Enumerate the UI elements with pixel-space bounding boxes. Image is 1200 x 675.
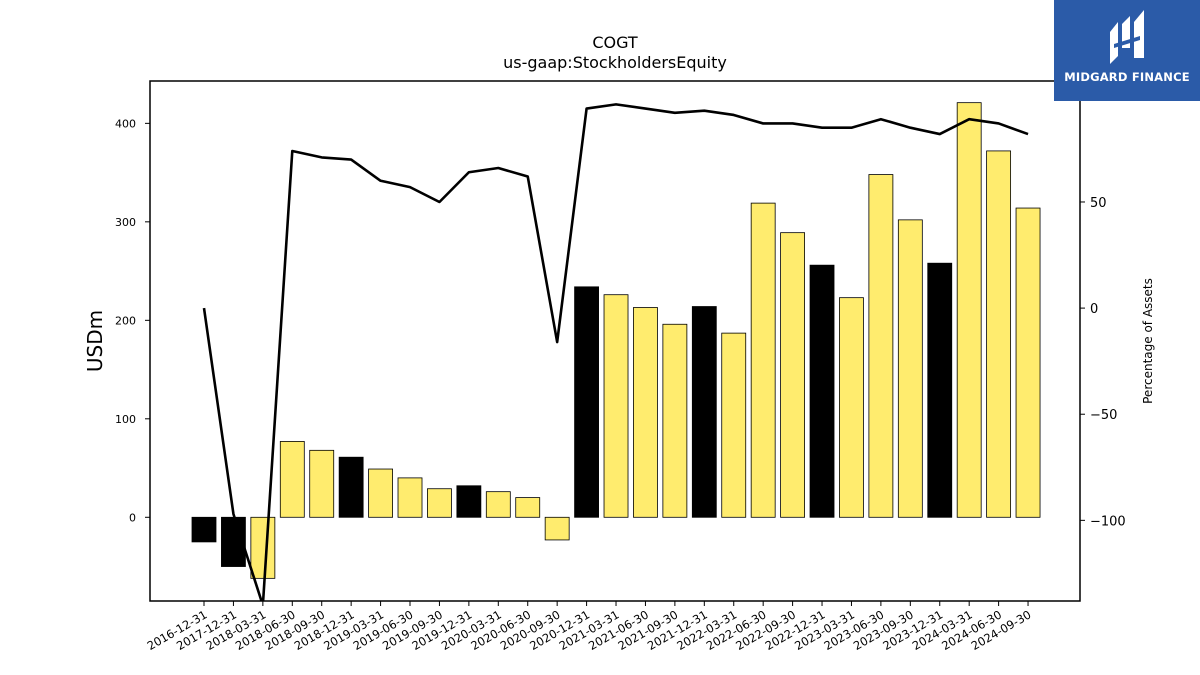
- midgard-logo-icon: [1110, 10, 1144, 64]
- y2-axis-label: Percentage of Assets: [1141, 278, 1155, 404]
- logo-text: MIDGARD FINANCE: [1064, 70, 1190, 84]
- bar-2022-03-31: [721, 332, 747, 518]
- bar-2024-06-30: [986, 150, 1012, 518]
- bar-2023-09-30: [897, 219, 923, 518]
- bar-2024-03-31: [956, 102, 982, 518]
- bar-2018-12-31: [338, 456, 364, 518]
- bar-series: [191, 102, 1041, 579]
- bar-2019-12-31: [456, 485, 482, 518]
- chart-subtitle: us-gaap:StockholdersEquity: [503, 53, 727, 72]
- line-series: [202, 103, 1029, 601]
- bar-2016-12-31: [191, 516, 217, 543]
- bar-2018-06-30: [279, 441, 305, 518]
- bar-2018-03-31: [250, 516, 276, 579]
- midgard-finance-logo: MIDGARD FINANCE: [1054, 0, 1200, 101]
- bar-2019-06-30: [397, 477, 423, 518]
- y-tick-label: 300: [115, 216, 136, 229]
- bar-2023-03-31: [839, 297, 864, 518]
- y-tick-label: 100: [115, 413, 136, 426]
- bar-2022-09-30: [780, 232, 805, 518]
- y-axis-label: USDm: [83, 310, 107, 372]
- bar-2023-06-30: [868, 174, 894, 518]
- y2-axis-ticks: −100 −50 0 50: [1080, 196, 1126, 529]
- bar-2020-03-31: [485, 491, 511, 518]
- bar-2020-06-30: [515, 497, 541, 518]
- bar-2022-12-31: [809, 264, 835, 518]
- y-axis-ticks: 0 100 200 300 400: [115, 117, 150, 524]
- y-tick-label: 400: [115, 117, 136, 130]
- bar-2022-06-30: [750, 202, 776, 518]
- bar-2020-09-30: [544, 516, 570, 541]
- bar-2021-09-30: [662, 323, 688, 518]
- bar-2024-09-30: [1015, 207, 1041, 518]
- bar-2023-12-31: [927, 262, 953, 518]
- bar-2020-12-31: [574, 286, 599, 518]
- bar-2021-12-31: [691, 306, 717, 518]
- bar-2018-09-30: [309, 449, 335, 518]
- y2-tick-label: −50: [1090, 408, 1117, 423]
- bar-2019-03-31: [368, 468, 393, 518]
- plot-frame: [149, 80, 1081, 602]
- y-tick-label: 200: [115, 314, 136, 327]
- y2-tick-label: −100: [1090, 514, 1126, 529]
- chart-title: COGT: [592, 33, 638, 52]
- y2-tick-label: 0: [1090, 302, 1098, 317]
- bar-2019-09-30: [427, 488, 452, 518]
- bar-2021-06-30: [633, 307, 658, 518]
- bar-2021-03-31: [603, 294, 629, 518]
- x-axis-ticks: 2016-12-312017-12-312018-03-312018-06-30…: [145, 601, 1034, 653]
- y2-tick-label: 50: [1090, 196, 1107, 211]
- y-tick-label: 0: [129, 511, 136, 524]
- percentage-of-assets-line: [202, 103, 1029, 601]
